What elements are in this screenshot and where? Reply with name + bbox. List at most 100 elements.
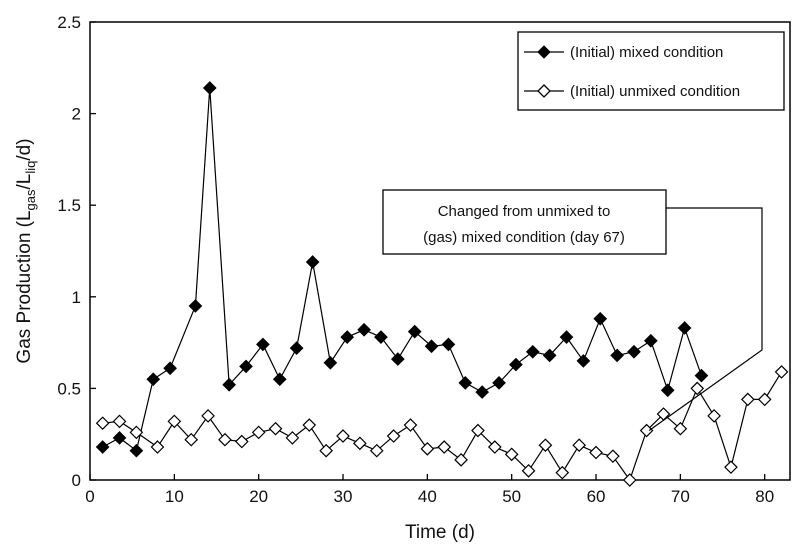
- x-tick-label: 0: [85, 487, 94, 506]
- mixed-data-point: [256, 337, 270, 352]
- unmixed-data-point: [589, 445, 603, 460]
- unmixed-data-point: [201, 409, 215, 423]
- y-tick-label: 1: [72, 288, 81, 307]
- unmixed-data-point: [95, 416, 110, 431]
- unmixed-data-point: [707, 409, 721, 423]
- mixed-data-point: [677, 321, 692, 335]
- unmixed-data-point: [234, 434, 249, 449]
- legend: (Initial) mixed condition (Initial) unmi…: [517, 31, 785, 111]
- mixed-data-point: [660, 383, 675, 398]
- annotation-line-1: Changed from unmixed to: [438, 203, 611, 220]
- mixed-data-point: [188, 299, 203, 313]
- y-tick-label: 0.5: [57, 379, 81, 398]
- mixed-data-point: [407, 324, 422, 339]
- unmixed-data-point: [336, 429, 350, 443]
- unmixed-data-point: [285, 431, 300, 445]
- y-axis-title-end: /d): [14, 138, 35, 160]
- unmixed-data-point: [129, 425, 144, 440]
- mixed-data-point: [525, 344, 540, 359]
- unmixed-data-point: [538, 438, 553, 453]
- y-axis-title-sub-gas: gas: [23, 189, 38, 210]
- axis-ticks: 0 10 20 30 40 50 60 70 80 0 0.5 1 1.5 2 2.5: [57, 13, 774, 506]
- y-tick-label: 0: [72, 471, 81, 490]
- mixed-data-point: [593, 311, 608, 326]
- unmixed-data-point: [673, 421, 688, 436]
- mixed-data-point: [305, 255, 320, 269]
- mixed-data-point: [163, 361, 177, 376]
- mixed-data-point: [202, 81, 217, 95]
- mixed-data-point: [239, 359, 253, 374]
- legend-label-mixed: (Initial) mixed condition: [570, 44, 723, 61]
- x-tick-label: 80: [755, 487, 774, 506]
- unmixed-data-point: [521, 463, 536, 478]
- mixed-data-point: [458, 376, 473, 390]
- mixed-data-point: [289, 341, 304, 355]
- unmixed-data-point: [740, 392, 755, 407]
- y-axis-title-slash: /L: [14, 174, 35, 190]
- annotation-line-2: (gas) mixed condition (day 67): [423, 229, 625, 246]
- x-axis-title: Time (d): [405, 522, 475, 543]
- mixed-data-point: [146, 372, 161, 387]
- annotation-leader-line: [648, 207, 763, 432]
- mixed-data-point: [112, 431, 127, 445]
- series-line-mixed: [102, 87, 703, 452]
- annotation: Changed from unmixed to (gas) mixed cond…: [382, 189, 763, 432]
- unmixed-data-point: [504, 447, 519, 462]
- series-markers: [95, 81, 789, 487]
- y-axis-title-sub-liq: liq: [23, 161, 38, 174]
- unmixed-data-point: [251, 425, 266, 440]
- mixed-data-point: [424, 339, 439, 354]
- y-axis-title: Gas Production (Lgas/Lliq/d): [14, 138, 38, 363]
- unmixed-data-point: [606, 449, 620, 464]
- unmixed-data-point: [150, 440, 165, 454]
- mixed-data-point: [129, 443, 144, 458]
- mixed-data-point: [542, 348, 557, 363]
- x-tick-label: 70: [671, 487, 690, 506]
- unmixed-data-point: [690, 381, 705, 396]
- unmixed-data-point: [471, 423, 485, 438]
- legend-box: [517, 31, 785, 111]
- series-lines: [102, 87, 783, 481]
- mixed-data-point: [492, 376, 506, 390]
- legend-marker-unmixed: [537, 84, 551, 98]
- mixed-data-point: [272, 372, 287, 387]
- unmixed-data-point: [639, 423, 654, 438]
- unmixed-data-point: [420, 442, 435, 456]
- mixed-data-point: [509, 357, 523, 372]
- legend-marker-mixed: [537, 45, 551, 59]
- unmixed-data-point: [487, 440, 502, 454]
- unmixed-data-point: [218, 432, 232, 447]
- mixed-data-point: [323, 355, 338, 370]
- unmixed-data-point: [386, 429, 401, 443]
- unmixed-data-point: [268, 421, 283, 436]
- unmixed-data-point: [724, 460, 738, 475]
- y-axis-title-main: Gas Production (L: [14, 210, 35, 363]
- y-tick-label: 2.5: [57, 13, 81, 32]
- unmixed-data-point: [774, 365, 789, 379]
- unmixed-data-point: [184, 432, 199, 447]
- unmixed-data-point: [369, 443, 384, 458]
- mixed-data-point: [95, 440, 110, 454]
- mixed-data-point: [627, 344, 641, 359]
- mixed-data-point: [390, 352, 405, 366]
- unmixed-data-point: [302, 418, 317, 432]
- annotation-box: [382, 189, 667, 255]
- mixed-data-point: [357, 322, 371, 337]
- mixed-data-point: [441, 337, 456, 352]
- y-tick-label: 1.5: [57, 196, 81, 215]
- unmixed-data-point: [572, 438, 587, 453]
- legend-label-unmixed: (Initial) unmixed condition: [570, 83, 740, 100]
- unmixed-data-point: [403, 418, 418, 432]
- unmixed-data-point: [555, 465, 570, 480]
- y-tick-label: 2: [72, 105, 81, 124]
- unmixed-data-point: [353, 436, 367, 451]
- x-tick-label: 50: [502, 487, 521, 506]
- mixed-data-point: [374, 330, 388, 344]
- mixed-data-point: [694, 368, 709, 383]
- x-tick-label: 20: [249, 487, 268, 506]
- unmixed-data-point: [437, 440, 452, 454]
- mixed-data-point: [643, 333, 658, 348]
- mixed-data-point: [340, 330, 355, 344]
- unmixed-data-point: [319, 443, 333, 458]
